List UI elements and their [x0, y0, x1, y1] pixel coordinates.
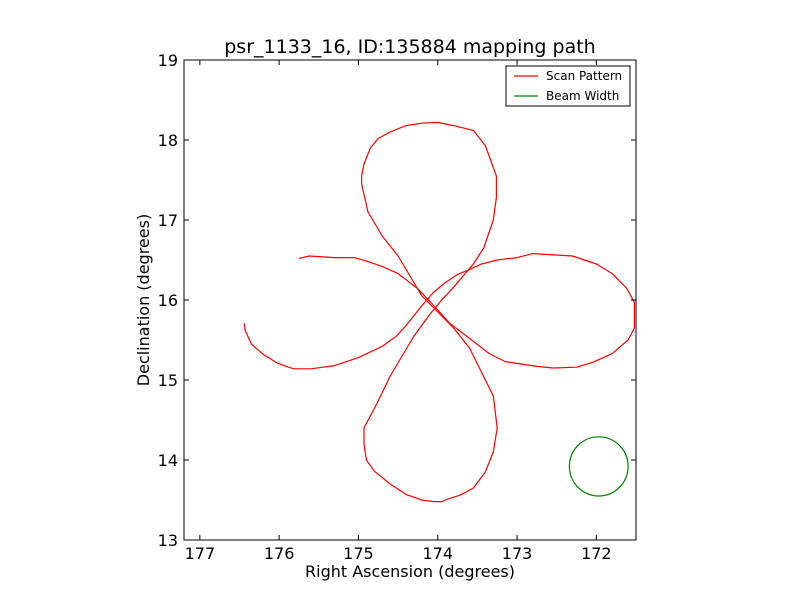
plot-frame — [183, 59, 637, 541]
y-tick-label: 18 — [158, 131, 178, 150]
legend: Scan Pattern Beam Width — [505, 65, 631, 107]
series-group — [243, 121, 636, 503]
y-tick-label: 16 — [158, 291, 178, 310]
x-tick-label: 172 — [581, 544, 612, 563]
legend-box — [505, 65, 631, 107]
x-tick-label: 173 — [502, 544, 533, 563]
x-tick-label: 175 — [343, 544, 374, 563]
y-tick-label: 15 — [158, 371, 178, 390]
x-tick-label: 176 — [264, 544, 295, 563]
chart-title: psr_1133_16, ID:135884 mapping path — [224, 36, 595, 58]
y-tick-label: 13 — [158, 531, 178, 550]
legend-label-beam-width: Beam Width — [546, 89, 619, 103]
y-tick-label: 14 — [158, 451, 178, 470]
x-axis-title: Right Ascension (degrees) — [305, 562, 515, 581]
x-tick-label: 174 — [422, 544, 453, 563]
y-axis-title: Declination (degrees) — [134, 214, 153, 386]
tick-layer: 177 176 175 174 173 172 13 14 15 16 17 18 19 — [158, 51, 636, 563]
legend-label-scan-pattern: Scan Pattern — [546, 69, 622, 83]
y-tick-label: 17 — [158, 211, 178, 230]
beam-width-circle — [568, 436, 629, 497]
scan-pattern-line-0 — [243, 253, 636, 370]
y-tick-label: 19 — [158, 51, 178, 70]
scan-pattern-line-1 — [361, 121, 498, 503]
x-tick-label: 177 — [185, 544, 216, 563]
plot-area — [184, 60, 636, 540]
series-layer — [243, 121, 636, 503]
